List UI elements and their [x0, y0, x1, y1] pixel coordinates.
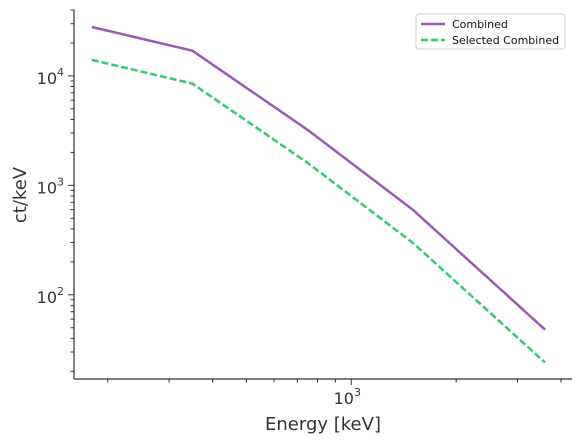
- y-tick-label: 104: [37, 66, 64, 88]
- legend-label-selected-combined: Selected Combined: [452, 34, 559, 47]
- legend-label-combined: Combined: [452, 18, 508, 31]
- y-tick-label: 103: [37, 175, 64, 197]
- series-layer: [91, 25, 546, 364]
- legend-box: [415, 13, 566, 50]
- ticks-layer: 103 102 103 104: [37, 9, 562, 408]
- series-line-selected-combined: [91, 58, 546, 364]
- x-axis-label: Energy [keV]: [265, 414, 381, 435]
- x-tick-label: 103: [334, 386, 361, 408]
- y-axis-label: ct/keV: [10, 166, 31, 223]
- y-tick-label: 102: [37, 285, 64, 307]
- series-line-combined: [91, 25, 546, 331]
- legend: Combined Selected Combined: [415, 13, 566, 50]
